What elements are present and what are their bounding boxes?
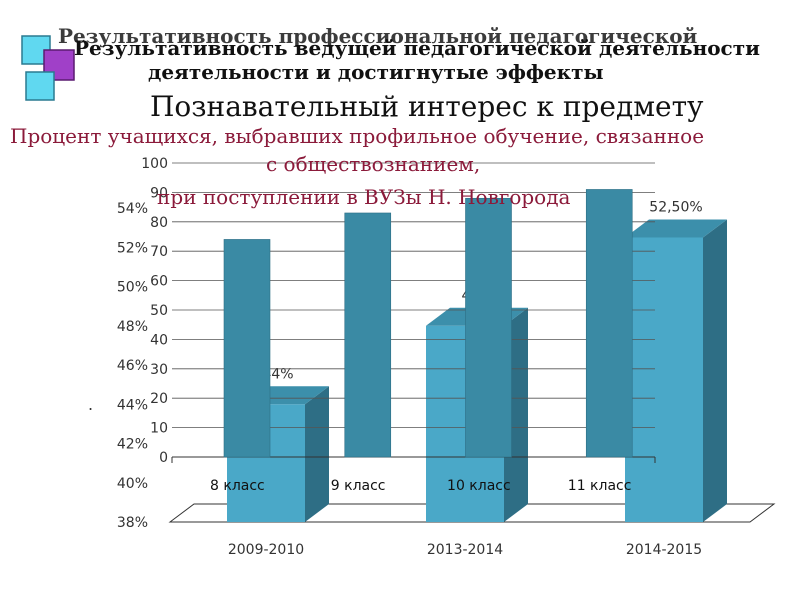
bar bbox=[223, 239, 271, 458]
y-tick-label: 100 bbox=[141, 156, 168, 172]
y-tick-label: 48% bbox=[117, 319, 148, 335]
x-tick-label: 11 класс bbox=[568, 478, 632, 494]
bar bbox=[585, 189, 633, 458]
x-tick-label: 9 класс bbox=[331, 478, 386, 494]
y-tick-label: 50% bbox=[117, 280, 148, 296]
y-tick-label: 50 bbox=[150, 303, 168, 319]
x-tick-label: 2014-2015 bbox=[626, 542, 702, 558]
bar-data-label: 52,50% bbox=[649, 199, 702, 215]
bar-front bbox=[625, 237, 703, 522]
y-tick-label: 20 bbox=[150, 391, 168, 407]
y-tick-label: 42% bbox=[117, 437, 148, 453]
y-tick-label: 60 bbox=[150, 274, 168, 290]
y-tick-label: 46% bbox=[117, 358, 148, 374]
y-tick-label: 54% bbox=[117, 201, 148, 217]
x-tick-label: 2009-2010 bbox=[228, 542, 304, 558]
x-tick-label: 10 класс bbox=[447, 478, 511, 494]
page-title-line2: Результативность ведущей педагогической … bbox=[74, 36, 760, 60]
chart-caption-line3: при поступлении в ВУЗы Н. Новгорода bbox=[157, 185, 571, 209]
y-tick-label: 44% bbox=[117, 397, 148, 413]
page-subtitle: Познавательный интерес к предмету bbox=[150, 90, 704, 123]
bar-side bbox=[305, 386, 329, 522]
front-3d-bar-chart: 38%40%42%44%46%48%50%52%54%44%2009-20104… bbox=[117, 199, 776, 558]
bar bbox=[344, 212, 392, 458]
y-tick-label: 52% bbox=[117, 240, 148, 256]
bar-side bbox=[703, 219, 727, 522]
y-tick-label: 80 bbox=[150, 215, 168, 231]
y-tick-label: 0 bbox=[159, 450, 168, 466]
y-tick-label: 40% bbox=[117, 476, 148, 492]
y-tick-label: 10 bbox=[150, 421, 168, 437]
chart-floor bbox=[168, 503, 776, 523]
bar bbox=[465, 197, 512, 458]
y-tick-label: 38% bbox=[117, 515, 148, 531]
chart-caption-line2: с обществознанием, bbox=[266, 152, 481, 176]
chart-caption-line1: Процент учащихся, выбравших профильное о… bbox=[10, 124, 705, 148]
page-title-line1: Результативность профессиональной педаго… bbox=[58, 24, 698, 48]
x-tick-label: 8 класс bbox=[210, 478, 265, 494]
x-tick-label: 2013-2014 bbox=[427, 542, 503, 558]
y-tick-label: 70 bbox=[150, 244, 168, 260]
y-tick-label: 40 bbox=[150, 332, 168, 348]
y-tick-label: 90 bbox=[150, 185, 168, 201]
logo-squares-icon bbox=[20, 34, 80, 104]
page-title-line3: деятельности и достигнутые эффекты bbox=[148, 60, 604, 84]
back-bar-chart: 0 10 20 30 40 50 60 70 80 90 100 8 класс 9 класс 10 к… bbox=[141, 156, 656, 494]
bullet-dot: . bbox=[88, 395, 94, 414]
y-tick-label: 30 bbox=[150, 362, 168, 378]
bar-top bbox=[625, 219, 727, 238]
